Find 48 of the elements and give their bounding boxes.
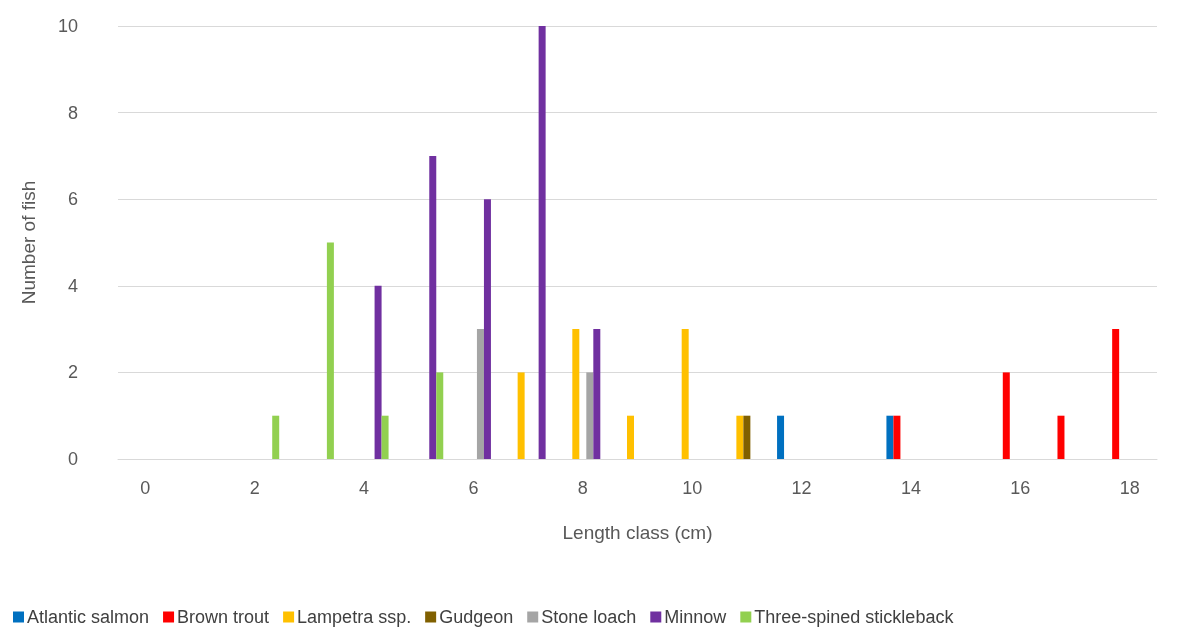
bar bbox=[517, 372, 525, 459]
x-tick-label: 14 bbox=[900, 478, 921, 498]
bar bbox=[777, 415, 785, 459]
bar bbox=[272, 415, 280, 459]
legend-label: Brown trout bbox=[177, 607, 270, 627]
bar bbox=[572, 329, 580, 459]
y-tick-label: 2 bbox=[67, 362, 78, 383]
bar bbox=[627, 415, 634, 459]
bar bbox=[893, 415, 901, 459]
bar bbox=[736, 415, 744, 459]
y-tick-label: 6 bbox=[67, 189, 78, 210]
bar bbox=[326, 242, 334, 459]
bar bbox=[1057, 415, 1065, 459]
x-tick-label: 6 bbox=[468, 478, 479, 498]
x-tick-label: 10 bbox=[682, 478, 703, 498]
x-tick-label: 12 bbox=[791, 478, 812, 498]
bar bbox=[1112, 329, 1120, 459]
bar bbox=[476, 329, 484, 459]
bar bbox=[1002, 372, 1010, 459]
bar bbox=[886, 415, 894, 459]
bar bbox=[483, 199, 491, 459]
x-tick-label: 0 bbox=[140, 478, 151, 498]
y-tick-label: 10 bbox=[57, 16, 78, 36]
x-tick-label: 16 bbox=[1010, 478, 1031, 498]
x-tick-label: 4 bbox=[359, 478, 370, 498]
bar bbox=[538, 26, 546, 459]
y-tick-label: 0 bbox=[67, 449, 78, 469]
legend-label: Gudgeon bbox=[439, 607, 514, 627]
legend-label: Lampetra ssp. bbox=[297, 607, 412, 627]
x-tick-label: 8 bbox=[577, 478, 588, 498]
y-tick-label: 4 bbox=[67, 275, 78, 296]
bar bbox=[681, 329, 689, 459]
bar bbox=[586, 372, 594, 459]
bar bbox=[436, 372, 444, 459]
bar bbox=[593, 329, 601, 459]
bar bbox=[381, 415, 389, 459]
bar bbox=[429, 155, 437, 459]
x-tick-label: 18 bbox=[1119, 478, 1140, 498]
x-axis-title: Length class (cm) bbox=[562, 522, 713, 543]
y-axis-title: Number of fish bbox=[18, 180, 39, 305]
bar bbox=[374, 285, 382, 459]
y-tick-label: 8 bbox=[67, 102, 78, 123]
bar bbox=[743, 415, 751, 459]
legend-label: Minnow bbox=[664, 607, 728, 627]
legend-label: Atlantic salmon bbox=[27, 607, 150, 627]
legend-label: Three-spined stickleback bbox=[754, 607, 955, 627]
legend-label: Stone loach bbox=[541, 607, 637, 627]
x-tick-label: 2 bbox=[249, 478, 260, 498]
